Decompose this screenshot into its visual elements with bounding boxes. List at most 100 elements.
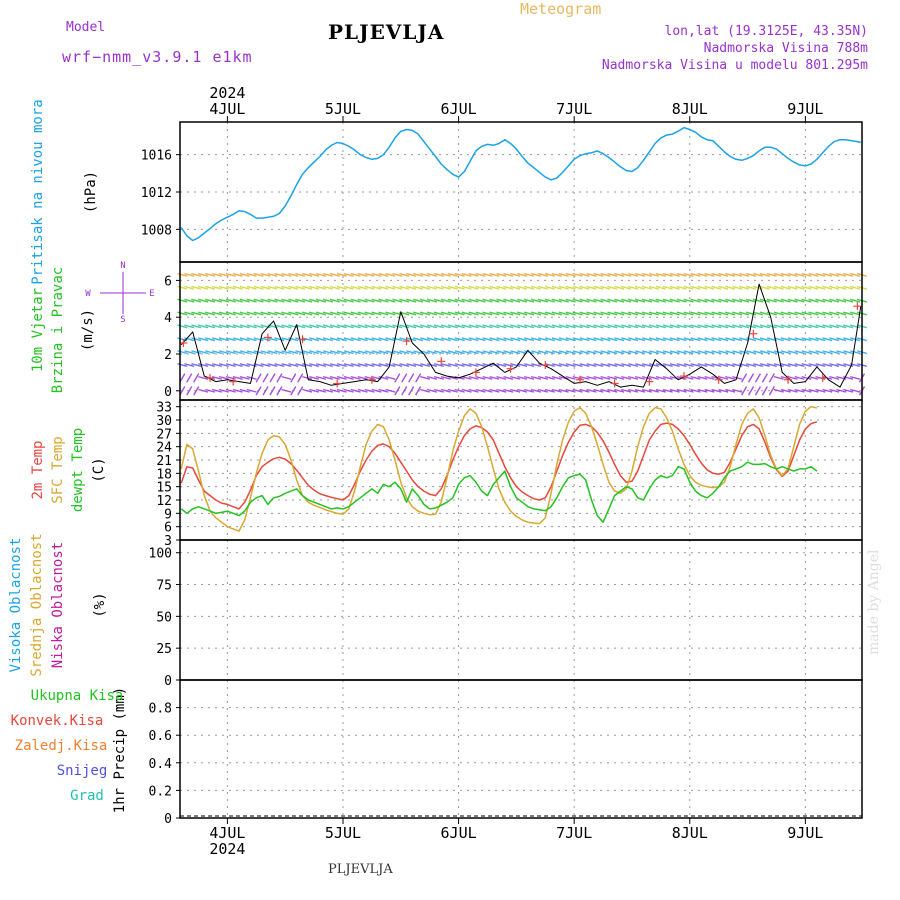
- wind-arrow: [350, 388, 361, 393]
- wind-arrow: [537, 298, 548, 303]
- cloud-mid-ylabel: Srednja Oblacnost: [29, 533, 45, 676]
- wind-arrow: [468, 337, 479, 342]
- wind-arrow: [239, 311, 250, 316]
- wind-arrow: [718, 311, 729, 316]
- wind-arrow: [537, 337, 548, 342]
- wind-arrow: [357, 337, 368, 342]
- wind-arrow: [378, 363, 389, 368]
- wind-arrow: [385, 350, 396, 355]
- wind-arrow: [426, 363, 438, 368]
- wind-arrow: [690, 363, 701, 368]
- wind-arrow: [628, 324, 639, 329]
- wind-arrow: [801, 350, 812, 355]
- wind-arrow: [718, 363, 729, 368]
- wind-arrow: [309, 388, 320, 393]
- wind-arrow: [433, 272, 444, 277]
- wind-arrow: [378, 298, 389, 303]
- wind-arrow: [177, 363, 188, 368]
- wind-arrow: [822, 298, 833, 303]
- wind-arrow: [725, 311, 736, 316]
- wind-arrow: [426, 337, 438, 342]
- wind-arrow: [461, 337, 472, 342]
- wind-arrow: [392, 285, 403, 290]
- wind-arrow: [565, 363, 576, 368]
- precip-legend-item: Ukupna Kisa: [31, 688, 124, 704]
- wind-arrow: [683, 285, 694, 290]
- wind-arrow: [593, 285, 604, 290]
- wind-arrow: [732, 272, 743, 277]
- wind-arrow: [239, 272, 250, 277]
- wind-arrow: [468, 285, 479, 290]
- wind-arrow: [357, 363, 368, 368]
- wind-arrow: [232, 363, 243, 368]
- wind-arrow: [801, 375, 812, 380]
- wind-arrow: [364, 375, 375, 380]
- wind-arrow: [697, 311, 708, 316]
- wind-arrow: [211, 285, 223, 290]
- wind-arrow: [759, 363, 770, 368]
- wind-arrow: [697, 375, 708, 380]
- wind-arrow: [829, 285, 840, 290]
- x-tick-label-top: 7JUL: [556, 100, 592, 118]
- wind-arrow: [704, 298, 715, 303]
- wind-arrow: [406, 363, 417, 368]
- wind-arrow: [198, 337, 209, 342]
- wind-arrow: [503, 388, 514, 393]
- y-tick-label: 30: [156, 414, 172, 429]
- wind-arrow: [843, 311, 854, 316]
- wind-arrow: [218, 311, 229, 316]
- meteogram-label: Meteogram: [520, 0, 602, 18]
- wind-arrow: [815, 324, 826, 329]
- compass-n: N: [120, 261, 125, 271]
- wind-arrow: [544, 363, 555, 368]
- wind-arrow: [281, 388, 292, 393]
- wind-arrow: [440, 285, 451, 290]
- wind-arrow: [281, 324, 292, 329]
- wind-arrow: [399, 272, 410, 277]
- wind-arrow: [766, 285, 777, 290]
- wind-arrow: [440, 388, 451, 393]
- wind-arrow: [635, 375, 646, 380]
- wind-arrow: [690, 285, 701, 290]
- wind-arrow: [193, 386, 200, 396]
- y-tick-label: 21: [156, 454, 172, 469]
- wind-arrow: [475, 375, 486, 380]
- wind-arrow: [385, 375, 396, 380]
- compass-w: W: [85, 289, 91, 299]
- wind-arrow: [558, 272, 569, 277]
- wind-arrow: [322, 375, 333, 380]
- dewpoint-line: [180, 461, 818, 523]
- y-tick-label: 1008: [141, 223, 172, 238]
- wind-arrow: [524, 388, 535, 393]
- wind-arrow: [669, 363, 680, 368]
- wind-arrow: [822, 337, 833, 342]
- wind-arrow: [274, 311, 285, 316]
- wind-arrow: [406, 324, 417, 329]
- wind-arrow: [447, 350, 458, 355]
- wind-arrow: [565, 388, 576, 393]
- wind-arrow: [531, 363, 542, 368]
- wind-arrow: [329, 324, 340, 329]
- wind-arrow: [309, 272, 320, 277]
- wind-arrow: [239, 350, 250, 355]
- wind-arrow: [177, 311, 188, 316]
- wind-arrow: [336, 272, 347, 277]
- wind-arrow: [641, 285, 653, 290]
- wind-arrow: [316, 272, 327, 277]
- wind-arrow: [829, 324, 840, 329]
- wind-arrow: [662, 388, 673, 393]
- wind-arrow: [482, 285, 493, 290]
- wind-arrow: [454, 311, 465, 316]
- wind-arrow: [489, 285, 500, 290]
- wind-arrow: [246, 298, 257, 303]
- wind-arrow: [648, 285, 659, 290]
- wind-panel-frame: [179, 261, 863, 401]
- wind-arrow: [725, 298, 736, 303]
- wind-arrow: [191, 337, 202, 342]
- wind-arrow: [461, 350, 472, 355]
- wind-arrow: [350, 363, 361, 368]
- wind-arrow: [843, 285, 854, 290]
- wind-arrow: [177, 285, 188, 290]
- wind-arrow: [510, 337, 521, 342]
- x-tick-label-top: 8JUL: [672, 100, 708, 118]
